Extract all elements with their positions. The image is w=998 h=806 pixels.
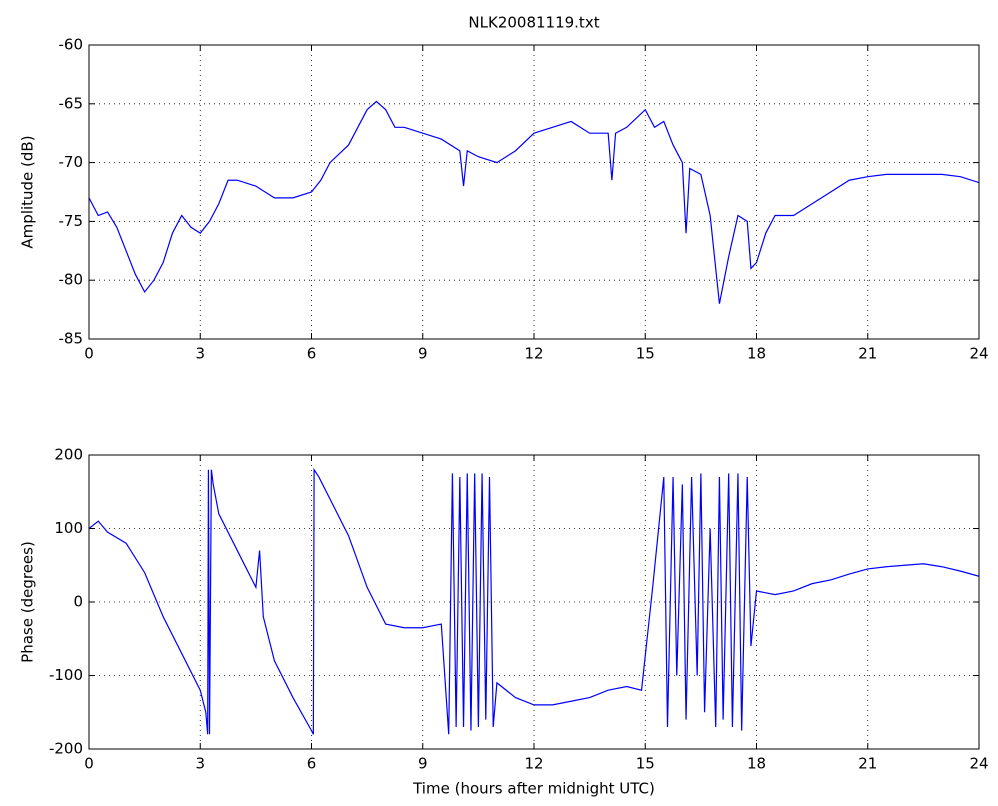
x-tick-label: 21: [858, 755, 877, 773]
y-tick-label: -75: [59, 212, 84, 230]
y-axis-label: Amplitude (dB): [19, 135, 37, 248]
y-tick-label: -65: [59, 94, 84, 112]
x-tick-label: 18: [747, 755, 766, 773]
y-tick-label: -80: [59, 271, 84, 289]
y-tick-label: 100: [54, 519, 83, 537]
plot-frame: [88, 454, 980, 750]
chart-title: NLK20081119.txt: [468, 14, 599, 32]
x-tick-label: 15: [636, 345, 655, 363]
x-tick-label: 12: [524, 755, 543, 773]
data-line: [89, 467, 979, 735]
y-tick-label: -100: [49, 666, 83, 684]
y-tick-label: 200: [54, 446, 83, 464]
x-tick-label: 0: [84, 345, 94, 363]
y-tick-label: -70: [59, 153, 84, 171]
x-axis-label: Time (hours after midnight UTC): [412, 780, 655, 798]
y-tick-label: -85: [59, 330, 84, 348]
plot-area: [88, 44, 980, 340]
x-tick-label: 0: [84, 755, 94, 773]
x-tick-label: 3: [195, 345, 205, 363]
x-tick-label: 6: [307, 345, 317, 363]
y-tick-label: -60: [59, 36, 84, 54]
data-line: [89, 100, 979, 304]
x-tick-label: 12: [524, 345, 543, 363]
plot-frame: [88, 44, 980, 340]
y-tick-label: -200: [49, 740, 83, 758]
x-tick-label: 24: [969, 755, 988, 773]
x-tick-label: 9: [418, 345, 428, 363]
x-tick-label: 21: [858, 345, 877, 363]
x-tick-label: 9: [418, 755, 428, 773]
x-tick-label: 18: [747, 345, 766, 363]
x-tick-label: 24: [969, 345, 988, 363]
y-tick-label: 0: [73, 593, 83, 611]
x-tick-label: 15: [636, 755, 655, 773]
x-tick-label: 6: [307, 755, 317, 773]
y-axis-label: Phase (degrees): [19, 541, 37, 663]
x-tick-label: 3: [195, 755, 205, 773]
